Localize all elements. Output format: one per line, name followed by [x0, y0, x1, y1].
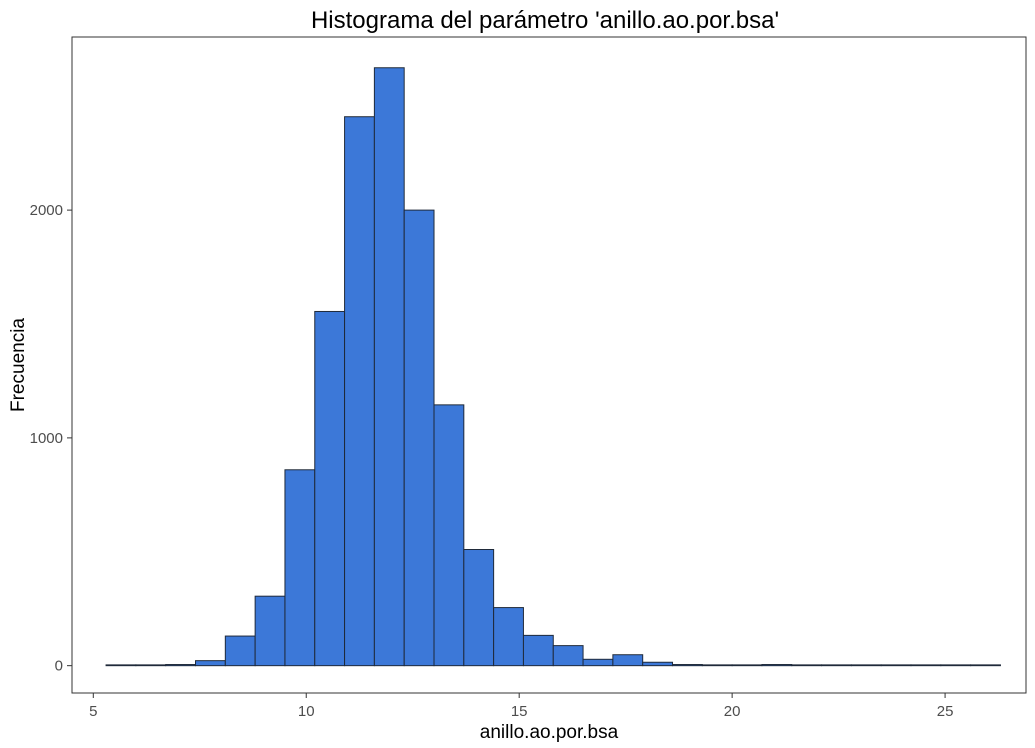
histogram-bar-2 [165, 664, 197, 667]
histogram-bar-5 [254, 595, 286, 667]
histogram-bar-26 [880, 664, 912, 667]
y-tick-label-2: 2000 [30, 202, 63, 219]
histogram-bar-7 [314, 310, 346, 667]
histogram-bar-9 [373, 67, 405, 667]
histogram-bar-22 [761, 664, 793, 667]
histogram-bar-21 [731, 664, 763, 667]
histogram-bar-6 [284, 469, 316, 667]
histogram-bar-16 [582, 658, 614, 667]
histogram-bar-28 [940, 664, 972, 667]
plot-panel [71, 36, 1027, 694]
y-tick-label-0: 0 [55, 658, 63, 675]
x-tick-label-1: 10 [298, 703, 315, 720]
histogram-bar-11 [433, 404, 465, 667]
x-axis-ticks: 5 10 15 20 25 [89, 693, 953, 720]
histogram-bar-10 [403, 209, 435, 667]
histogram-bar-20 [701, 664, 733, 667]
y-axis-ticks: 0 1000 2000 [30, 202, 72, 675]
histogram-bar-24 [821, 664, 852, 667]
x-tick-label-4: 25 [937, 703, 954, 720]
chart-title: Histograma del parámetro 'anillo.ao.por.… [311, 7, 779, 34]
x-tick-label-0: 5 [89, 703, 97, 720]
histogram-bar-27 [910, 664, 942, 667]
histogram-bar-12 [463, 549, 495, 667]
y-axis-title: Frecuencia [8, 318, 29, 412]
y-tick-label-1: 1000 [30, 430, 63, 447]
histogram-bar-1 [135, 664, 167, 667]
x-tick-label-2: 15 [511, 703, 528, 720]
histogram-bar-15 [552, 645, 584, 667]
histogram-bar-18 [642, 661, 674, 667]
histogram-bar-23 [791, 664, 823, 667]
histogram-bar-3 [195, 660, 226, 667]
histogram-bar-13 [493, 607, 524, 667]
x-tick-label-3: 20 [724, 703, 741, 720]
histogram-bar-25 [850, 664, 882, 667]
histogram-bar-14 [522, 634, 554, 667]
histogram-bar-29 [970, 664, 1001, 667]
histogram-bar-17 [612, 654, 644, 667]
x-axis-title: anillo.ao.por.bsa [480, 722, 619, 743]
histogram-bar-0 [105, 664, 137, 667]
histogram-bar-19 [672, 664, 703, 667]
histogram-bar-8 [344, 116, 375, 667]
histogram-bar-4 [224, 635, 256, 667]
histogram-bars [105, 67, 1001, 667]
